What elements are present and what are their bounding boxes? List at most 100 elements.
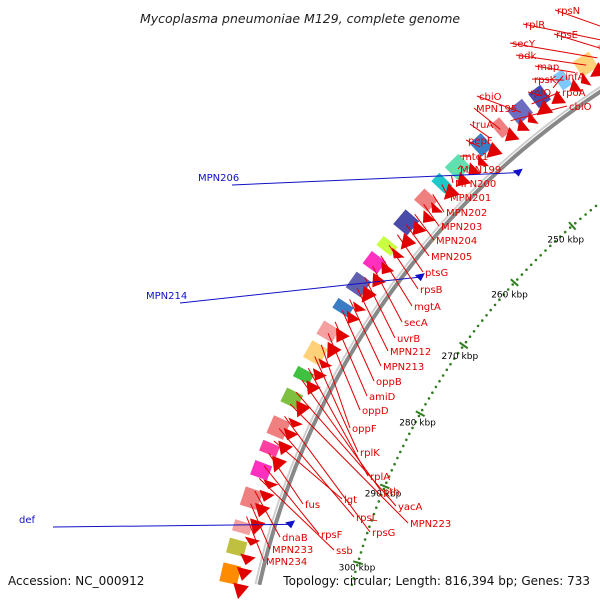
gene-arrow bbox=[517, 118, 530, 131]
gene-label-connector bbox=[334, 321, 368, 397]
gene-label-connector bbox=[405, 224, 430, 257]
gene-label-connector bbox=[534, 65, 575, 73]
gene-arrow bbox=[312, 368, 327, 381]
gene-label-connector bbox=[423, 203, 440, 227]
gene-label: rplK bbox=[360, 448, 380, 459]
gene-label-connector bbox=[380, 255, 413, 307]
ruler-dot bbox=[402, 444, 405, 448]
gene-label-connector bbox=[349, 299, 382, 367]
gene-label-connector bbox=[476, 95, 522, 113]
ruler-dot bbox=[485, 314, 488, 317]
gene-label: cbiO bbox=[569, 102, 592, 113]
gene-label: MPN234 bbox=[266, 557, 307, 568]
gene-label-connector bbox=[372, 266, 403, 323]
ruler-dot bbox=[544, 249, 547, 252]
gene-label: secA bbox=[404, 318, 428, 329]
ruler-dot bbox=[574, 221, 577, 225]
ruler-dot bbox=[568, 226, 572, 229]
blue-feature-marker bbox=[285, 520, 296, 529]
gene-arrow bbox=[236, 566, 253, 581]
gene-label: adk bbox=[518, 51, 536, 62]
kbp-label: 260 kbp bbox=[491, 291, 528, 301]
gene-label: rpsF bbox=[321, 530, 343, 541]
gene-arrow bbox=[244, 536, 261, 546]
ruler-dot bbox=[445, 368, 449, 372]
gene-label-connector bbox=[531, 78, 564, 81]
gene-label: pepF bbox=[468, 136, 493, 147]
gene-arrow bbox=[527, 111, 539, 124]
gene-label-connector bbox=[341, 310, 375, 382]
gene-arrow bbox=[353, 301, 367, 312]
gene-label: rplA bbox=[370, 472, 390, 483]
ruler-dot bbox=[427, 397, 431, 400]
ruler-dot bbox=[361, 544, 365, 548]
gene-label: yacA bbox=[398, 502, 423, 513]
ruler-dot bbox=[453, 357, 456, 360]
feature-block bbox=[444, 153, 471, 180]
ruler-dot bbox=[539, 254, 542, 257]
gene-label-connector bbox=[258, 478, 335, 551]
gene-label-connector bbox=[522, 23, 600, 41]
blue-feature-connector bbox=[179, 276, 420, 304]
gene-arrow bbox=[590, 62, 600, 77]
kbp-label: 250 kbp bbox=[547, 235, 584, 245]
gene-label: rpsB bbox=[420, 285, 443, 296]
ruler-dot bbox=[352, 577, 355, 580]
gene-arrow bbox=[551, 90, 567, 104]
feature-block bbox=[266, 415, 291, 440]
gene-arrow bbox=[296, 400, 311, 418]
blue-feature-connector bbox=[52, 523, 291, 528]
gene-label: MPN195 bbox=[476, 104, 517, 115]
ruler-dot bbox=[365, 531, 369, 535]
ruler-dot bbox=[399, 450, 402, 454]
ruler-dot bbox=[525, 268, 528, 272]
gene-label: rpsK bbox=[534, 75, 557, 86]
ruler-dot bbox=[558, 235, 562, 238]
gene-label-connector bbox=[531, 91, 561, 105]
feature-block bbox=[232, 519, 253, 536]
ruler-dot bbox=[529, 263, 533, 267]
gene-arrow bbox=[569, 78, 583, 92]
gene-label-connector bbox=[441, 184, 449, 198]
gene-label-connector bbox=[515, 54, 587, 66]
gene-label-connector bbox=[388, 244, 419, 290]
gene-label: MPN213 bbox=[383, 362, 424, 373]
feature-block bbox=[250, 460, 273, 481]
ruler-dot bbox=[377, 500, 381, 503]
gene-label: secY bbox=[512, 39, 536, 50]
ruler-dot bbox=[534, 258, 538, 262]
gene-label: rplR bbox=[525, 20, 545, 31]
accession-label: Accession: NC_000912 bbox=[8, 574, 145, 588]
feature-block bbox=[362, 251, 387, 274]
gene-label-connector bbox=[527, 91, 543, 97]
ruler-dot bbox=[411, 426, 414, 430]
gene-arrow bbox=[259, 489, 275, 502]
gene-label-connector bbox=[457, 165, 462, 170]
feature-block bbox=[469, 133, 493, 157]
gene-label: rplQ bbox=[530, 88, 551, 99]
ruler-dot bbox=[355, 564, 359, 567]
gene-label-connector bbox=[510, 105, 568, 122]
gene-label: cbiO bbox=[479, 92, 502, 103]
kbp-ruler bbox=[350, 204, 598, 587]
gene-label: mgtA bbox=[414, 302, 441, 313]
gene-label-connector bbox=[364, 276, 396, 339]
ruler-dot bbox=[375, 506, 378, 510]
gene-label: MPN200 bbox=[455, 179, 496, 190]
ruler-tick bbox=[510, 278, 519, 287]
ruler-dot bbox=[438, 379, 441, 383]
gene-label: MPN203 bbox=[441, 222, 482, 233]
gene-arrows bbox=[233, 62, 600, 600]
feature-block bbox=[490, 117, 511, 139]
ruler-dot bbox=[420, 408, 424, 412]
gene-label: oppD bbox=[362, 406, 389, 417]
ruler-dot bbox=[464, 340, 468, 344]
ruler-tick bbox=[459, 341, 469, 350]
gene-label-connector bbox=[554, 9, 600, 27]
gene-arrow bbox=[478, 154, 489, 167]
backbone-line bbox=[257, 89, 600, 586]
gene-label: ptsG bbox=[425, 268, 448, 279]
gene-label-connector bbox=[254, 490, 281, 538]
ruler-dot bbox=[434, 385, 438, 389]
